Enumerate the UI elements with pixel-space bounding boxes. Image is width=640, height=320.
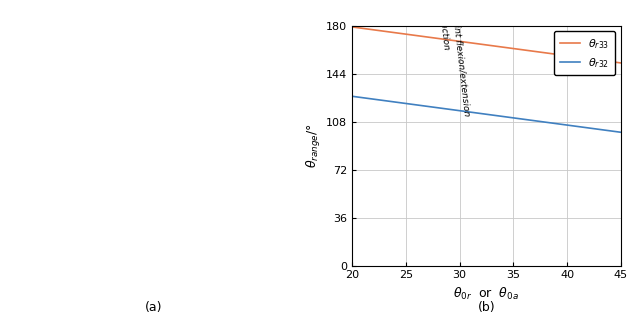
$\theta_{r32}$: [592, 127, 600, 131]
X-axis label: $\theta_{0r}$  or  $\theta_{0a}$: $\theta_{0r}$ or $\theta_{0a}$: [454, 286, 519, 302]
$\theta_{r32}$: [617, 130, 625, 134]
$\theta_{r32}$: [508, 116, 516, 120]
Text: Range of motion of glenohumeral joint flexion/extension: Range of motion of glenohumeral joint fl…: [433, 0, 470, 117]
$\theta_{r33}$: [617, 61, 625, 65]
Y-axis label: $\theta_{range}$/°: $\theta_{range}$/°: [305, 123, 323, 168]
$\theta_{r32}$: [508, 116, 515, 119]
Legend: $\theta_{r33}$, $\theta_{r32}$: $\theta_{r33}$, $\theta_{r32}$: [554, 31, 615, 76]
Text: (a): (a): [145, 300, 163, 314]
$\theta_{r32}$: [575, 125, 582, 129]
$\theta_{r33}$: [592, 58, 600, 61]
$\theta_{r32}$: [349, 94, 356, 98]
$\theta_{r33}$: [348, 25, 356, 29]
$\theta_{r32}$: [348, 94, 356, 98]
Text: (b): (b): [477, 300, 495, 314]
Line: $\theta_{r33}$: $\theta_{r33}$: [352, 27, 621, 63]
Line: $\theta_{r32}$: $\theta_{r32}$: [352, 96, 621, 132]
$\theta_{r33}$: [513, 47, 520, 51]
Text: Range of motion of glenohumeral joint abduction/adduction: Range of motion of glenohumeral joint ab…: [411, 0, 451, 50]
$\theta_{r33}$: [508, 46, 515, 50]
$\theta_{r33}$: [349, 25, 356, 29]
$\theta_{r33}$: [575, 55, 582, 59]
$\theta_{r33}$: [508, 46, 516, 50]
$\theta_{r32}$: [513, 116, 520, 120]
